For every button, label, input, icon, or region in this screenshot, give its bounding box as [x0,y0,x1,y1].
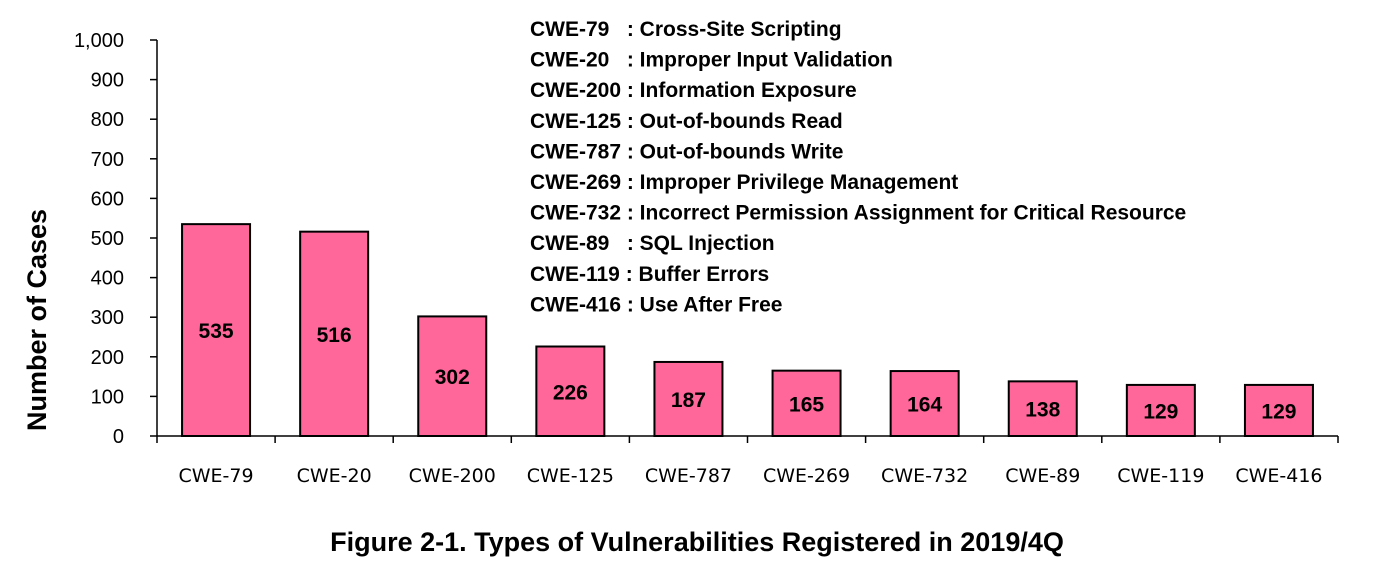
y-tick-label: 600 [91,188,124,210]
x-tick-label: CWE-200 [409,465,496,487]
legend-entry: CWE-125 : Out-of-bounds Read [530,110,843,133]
x-axis: CWE-79 CWE-20 CWE-200 CWE-125 CWE-787 CWE-269… [156,435,1339,487]
legend-entry: CWE-20 : Improper Input Validation [530,49,893,72]
data-label: 129 [1261,400,1296,423]
data-label: 226 [553,381,588,404]
bar-cwe-732 [889,370,960,437]
data-label: 164 [907,394,942,417]
x-tick-label: CWE-269 [763,465,850,487]
data-label: 187 [671,389,706,412]
data-label: 165 [789,393,824,416]
y-tick-label: 900 [91,70,124,92]
data-label: 516 [317,324,352,347]
x-tick-label: CWE-416 [1235,465,1322,487]
y-tick-label: 500 [91,228,124,250]
y-tick-label: 400 [91,268,124,290]
bar-cwe-79 [181,223,252,437]
data-label: 129 [1143,400,1178,423]
x-tick-label: CWE-119 [1117,465,1204,487]
bar-cwe-416 [1243,383,1314,437]
data-labels: 535 516 302 226 187 165 164 138 129 129 [199,320,1297,423]
data-label: 138 [1025,399,1060,422]
cwe-legend: CWE-79 : Cross-Site Scripting CWE-20 : Im… [530,18,1186,316]
bar-cwe-125 [535,345,606,437]
x-tick-label: CWE-79 [179,465,254,487]
bar-cwe-89 [1007,380,1078,437]
legend-entry: CWE-89 : SQL Injection [530,232,775,255]
legend-entry: CWE-200 : Information Exposure [530,79,857,102]
legend-entry: CWE-269 : Improper Privilege Management [530,171,958,194]
legend-entry: CWE-787 : Out-of-bounds Write [530,140,843,163]
bar-cwe-119 [1125,383,1196,437]
bar-cwe-200 [417,315,488,437]
y-axis: 0 100 200 300 400 500 600 700 800 900 1,000 [74,30,158,448]
y-tick-label: 700 [91,149,124,171]
bar-cwe-269 [771,369,842,437]
legend-entry: CWE-732 : Incorrect Permission Assignmen… [530,202,1186,225]
data-label: 302 [435,366,470,389]
x-tick-label: CWE-20 [297,465,372,487]
y-tick-label: 200 [91,347,124,369]
x-tick-label: CWE-125 [527,465,614,487]
legend-entry: CWE-119 : Buffer Errors [530,263,769,286]
legend-entry: CWE-79 : Cross-Site Scripting [530,18,842,41]
y-tick-label: 800 [91,109,124,131]
x-tick-label: CWE-89 [1005,465,1080,487]
x-tick-label: CWE-787 [645,465,732,487]
x-tick-label: CWE-732 [881,465,968,487]
y-tick-label: 300 [91,307,124,329]
bars [181,223,1314,437]
y-tick-label: 100 [91,386,124,408]
data-label: 535 [199,320,234,343]
legend-entry: CWE-416 : Use After Free [530,293,782,316]
bar-cwe-787 [653,360,724,437]
y-axis-label: Number of Cases [22,209,52,431]
y-tick-label: 1,000 [74,30,124,52]
figure-caption: Figure 2-1. Types of Vulnerabilities Reg… [330,527,1064,557]
y-tick-label: 0 [113,426,124,448]
bar-cwe-20 [299,230,370,437]
